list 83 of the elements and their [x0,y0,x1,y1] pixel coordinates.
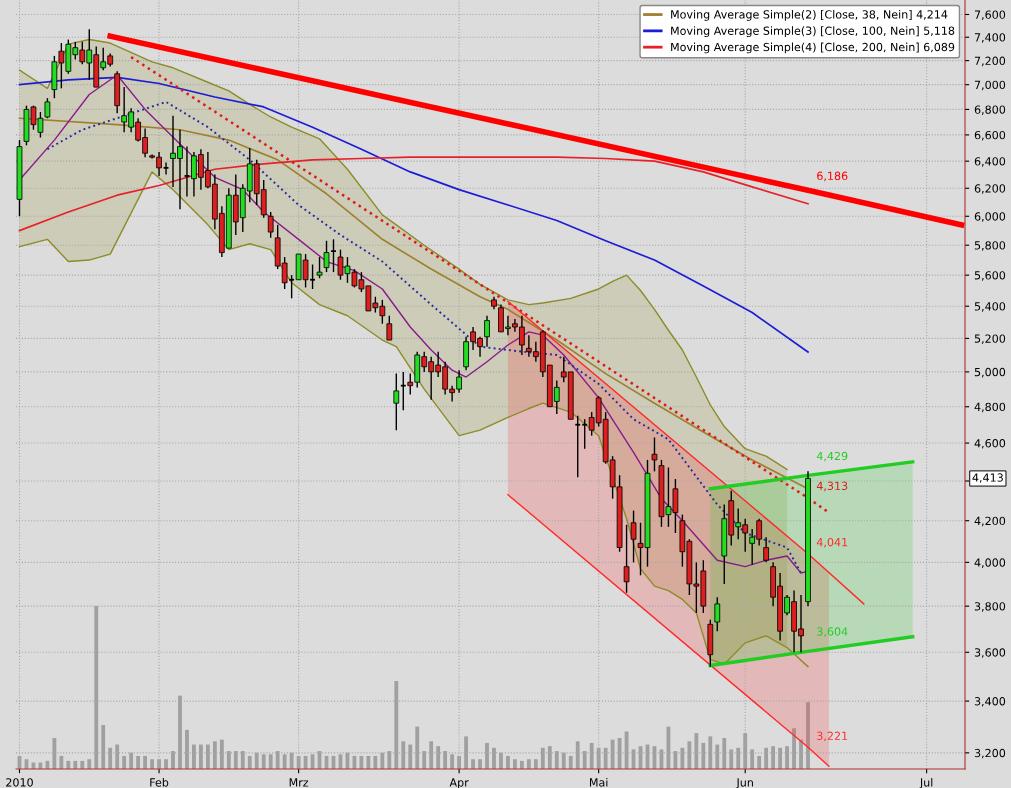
bar [478,759,482,769]
y-tick-label: 5,000 [974,367,1006,378]
legend-label: Moving Average Simple(4) [Close, 200, Nein] 6,089 [671,42,955,54]
x-tick-label: Mrz [289,778,309,787]
y-tick-label: 4,000 [974,558,1006,568]
line-series [18,156,809,232]
y-tick-label: 3,800 [974,602,1006,612]
x-tick-label: Apr [449,778,469,788]
y-tick-label: 5,200 [974,334,1006,344]
candlestick [714,596,721,632]
bar [366,755,371,769]
data-label: 3,604 [817,627,848,637]
y-tick-label: 5,600 [974,271,1006,281]
y-tick-label: 7,000 [974,80,1006,91]
bar [513,759,517,769]
bar [519,760,524,769]
y-tick-label: 6,600 [974,130,1006,141]
candlestick [581,418,589,450]
legend-label: Moving Average Simple(3) [Close, 100, Nein] 5,118 [671,26,955,38]
y-tick-label: 7,400 [974,33,1006,43]
bar [526,759,531,769]
candlestick [630,509,637,564]
candlestick [323,240,330,273]
bar [254,752,259,769]
y-tick-label: 6,200 [974,184,1006,194]
y-tick-label: 7,200 [974,56,1006,67]
bar [66,760,71,769]
line-series [18,76,809,353]
y-tick-label: 4,200 [974,516,1006,527]
y-tick-label: 4,600 [974,439,1006,449]
legend-label: Moving Average Simple(2) [Close, 38, Nein] 4,214 [671,10,948,21]
candlestick [574,414,582,478]
line-series [18,171,809,668]
candlestick [763,536,769,564]
candlestick [316,256,323,279]
y-tick-label: 5,400 [974,302,1006,312]
bar [122,755,127,769]
candlestick [651,436,658,473]
bar [289,752,294,769]
bar [757,755,762,769]
bar [59,755,64,769]
y-tick-label: 6,400 [974,157,1006,167]
candlestick [623,524,630,594]
bar [359,755,364,769]
y-tick-label: 3,400 [974,697,1006,707]
data-label: 4,313 [816,481,848,492]
x-tick-label: Jun [735,778,753,788]
y-tick-label: 7,600 [974,10,1006,20]
x-tick-label: Jul [919,778,933,788]
x-tick-label: 2010 [6,778,33,787]
candlestick [484,315,490,348]
x-tick-label: Feb [150,778,169,787]
text: 4,413 [972,473,1003,483]
candlestick [393,372,400,431]
data-label: 3,221 [817,731,848,742]
y-tick-label: 4,800 [974,402,1006,413]
bar [136,755,141,769]
y-tick-label: 3,200 [974,748,1006,759]
bar [87,759,92,769]
bar [80,760,85,769]
bar [373,755,378,769]
y-tick-label: 6,000 [974,212,1006,222]
bar [533,759,538,769]
y-tick-label: 5,800 [974,241,1006,251]
data-label: 4,429 [816,451,848,462]
bar [568,755,573,769]
bar [150,759,154,769]
x-tick-label: Mai [590,778,608,787]
bar [164,759,168,769]
data-label: 4,041 [816,537,848,548]
bar [506,755,510,769]
candlestick [267,211,274,239]
candlestick [330,238,337,273]
bar [73,760,78,769]
bar [45,760,50,769]
bar [143,755,148,769]
bar [303,755,308,769]
data-label: 6,186 [817,171,848,182]
candlestick [386,315,393,341]
y-tick-label: 6,800 [974,105,1006,115]
y-tick-label: 3,600 [974,648,1006,658]
bar [471,759,475,769]
bar [247,755,252,769]
